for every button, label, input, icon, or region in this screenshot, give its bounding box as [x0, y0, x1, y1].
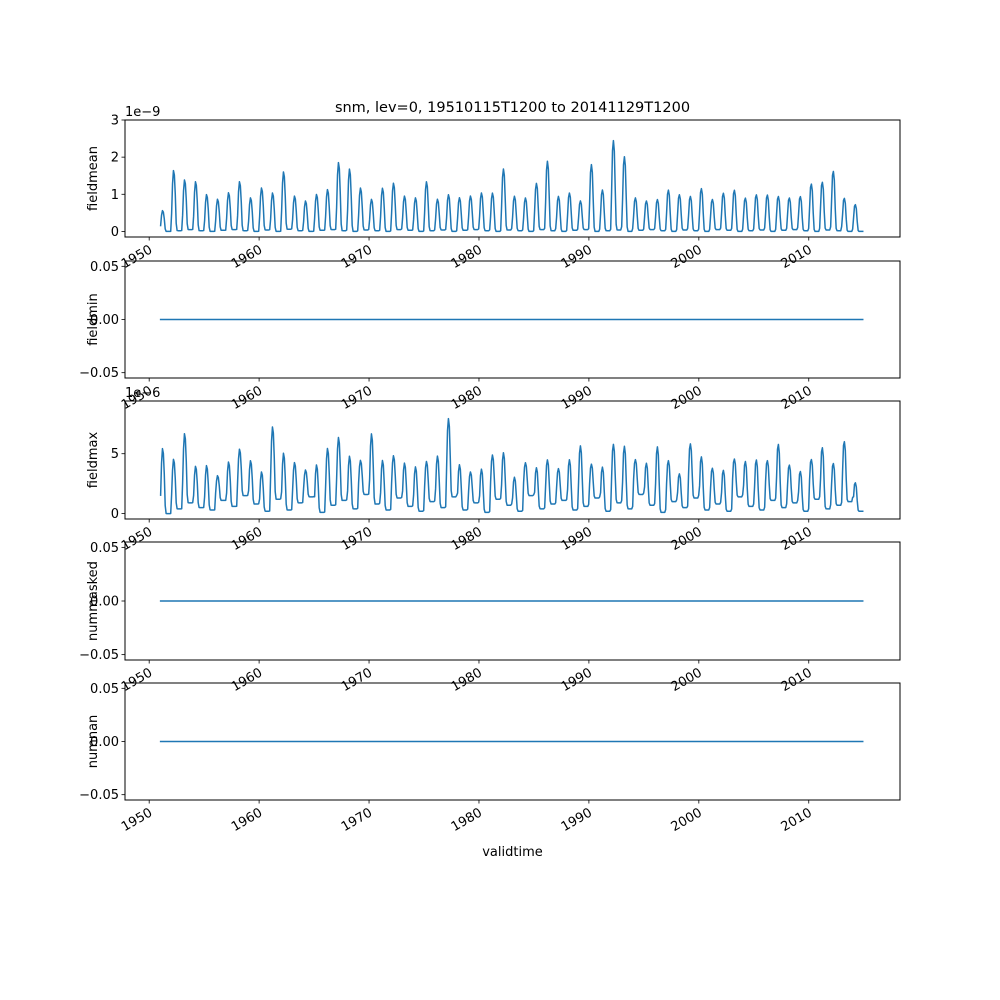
x-axis-label: validtime — [482, 845, 543, 860]
nummasked-ylabel: nummasked — [86, 561, 101, 641]
fieldmean-ytick-label: 0 — [111, 225, 119, 240]
fieldmin-ytick-label: 0.05 — [90, 260, 119, 275]
nummasked-ytick-label: 0.00 — [90, 595, 119, 610]
fieldmax-series-line — [159, 417, 864, 515]
fieldmin-ytick-label: −0.05 — [79, 366, 119, 381]
fieldmean-ytick-label: 3 — [111, 114, 119, 129]
numnan-ytick-label: 0.05 — [90, 682, 119, 697]
fieldmean-ytick-label: 1 — [111, 188, 119, 203]
figure-title: snm, lev=0, 19510115T1200 to 20141129T12… — [335, 100, 690, 116]
fieldmax-ylabel: fieldmax — [86, 432, 101, 489]
nummasked-ytick-label: 0.05 — [90, 541, 119, 556]
fieldmean-series-line — [159, 139, 864, 233]
numnan-ytick-label: 0.00 — [90, 735, 119, 750]
fieldmax-ytick-label: 5 — [111, 447, 119, 462]
fieldmean-axes-frame — [124, 119, 901, 238]
fieldmax-ytick-label: 0 — [111, 507, 119, 522]
fieldmin-ylabel: fieldmin — [86, 293, 101, 346]
numnan-ylabel: numnan — [86, 715, 101, 769]
fieldmax-axes-frame — [124, 400, 901, 520]
fieldmin-ytick-label: 0.00 — [90, 313, 119, 328]
fieldmean-ylabel: fieldmean — [86, 146, 101, 211]
fieldmean-offset-text: 1e−9 — [125, 105, 160, 120]
nummasked-ytick-label: −0.05 — [79, 648, 119, 663]
fieldmean-ytick-label: 2 — [111, 151, 119, 166]
numnan-ytick-label: −0.05 — [79, 788, 119, 803]
fieldmax-offset-text: 1e−6 — [125, 386, 160, 401]
